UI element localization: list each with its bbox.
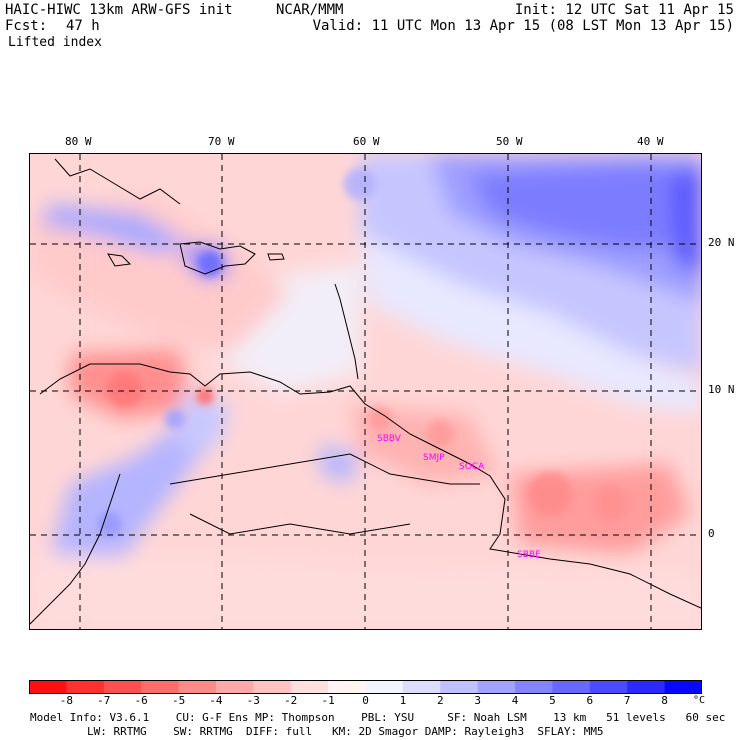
colorbar-segment — [328, 680, 366, 694]
lon-label-70w: 70 W — [208, 135, 235, 148]
valid-time: Valid: 11 UTC Mon 13 Apr 15 (08 LST Mon … — [312, 18, 734, 34]
colorbar-segment — [664, 680, 702, 694]
colorbar-segment — [253, 680, 292, 694]
lifted-index-map: SBBV SMJP SOCA SBBE — [29, 153, 702, 630]
field-shading — [30, 154, 701, 629]
station-smjp: SMJP — [423, 453, 445, 463]
station-labels: SBBV SMJP SOCA SBBE — [377, 434, 541, 560]
init-time: Init: 12 UTC Sat 11 Apr 15 — [514, 2, 734, 18]
lifted-index-colorbar — [29, 680, 702, 694]
colorbar-tick-label: -1 — [321, 694, 335, 707]
colorbar-tick-label: -7 — [97, 694, 111, 707]
lat-label-0: 0 — [708, 527, 715, 540]
cuba-coast — [54, 158, 181, 205]
hispaniola-coast — [179, 241, 256, 275]
colorbar-segment — [515, 680, 553, 694]
colorbar-segment — [103, 680, 142, 694]
field-name: Lifted index — [8, 35, 102, 50]
colorbar-border — [29, 680, 702, 694]
colorbar-tick-label: 4 — [511, 694, 519, 707]
colorbar-tick-label: -4 — [209, 694, 223, 707]
colorbar-tick-label: 6 — [586, 694, 594, 707]
lon-label-50w: 50 W — [496, 135, 523, 148]
colorbar-tick-label: 2 — [436, 694, 444, 707]
colorbar-tick-label: 8 — [661, 694, 668, 707]
country-border-2 — [189, 513, 411, 535]
colorbar-segment — [178, 680, 217, 694]
colorbar-segment — [141, 680, 180, 694]
colorbar-tick-label: 1 — [399, 694, 407, 707]
forecast-hour: 47 h — [66, 18, 100, 34]
jamaica-coast — [107, 253, 132, 267]
colorbar-tick-label: 5 — [549, 694, 556, 707]
station-sbbe: SBBE — [517, 550, 541, 560]
puerto-rico-coast — [267, 253, 285, 261]
colorbar-segment — [440, 680, 479, 694]
colorbar-tick-label: -6 — [134, 694, 148, 707]
field-detail — [98, 168, 628, 536]
colorbar-unit: °C — [693, 695, 706, 706]
lesser-antilles-chain — [334, 283, 359, 380]
lon-label-60w: 60 W — [353, 135, 380, 148]
lat-label-10n: 10 N — [708, 383, 735, 396]
model-info-line2: LW: RRTMG SW: RRTMG DIFF: full KM: 2D Sm… — [87, 725, 604, 738]
colorbar-segment — [627, 680, 666, 694]
country-border-1 — [169, 453, 480, 485]
lon-label-40w: 40 W — [637, 135, 664, 148]
colorbar-segment — [290, 680, 329, 694]
station-soca: SOCA — [459, 462, 485, 472]
colorbar-tick-label: -8 — [59, 694, 74, 707]
map-canvas: SBBV SMJP SOCA SBBE — [30, 154, 701, 629]
plot-org: NCAR/MMM — [276, 2, 344, 18]
lat-label-20n: 20 N — [708, 236, 735, 249]
colorbar-segment — [29, 680, 67, 694]
colorbar-tick-label: -3 — [246, 694, 260, 707]
station-sbbv: SBBV — [377, 434, 402, 444]
colorbar-segment — [589, 680, 628, 694]
plot-title: HAIC-HIWC 13km ARW-GFS init — [5, 2, 233, 18]
colorbar-segment — [477, 680, 516, 694]
lon-label-80w: 80 W — [65, 135, 92, 148]
model-info-line1: Model Info: V3.6.1 CU: G-F Ens MP: Thomp… — [30, 711, 726, 724]
pacific-coast — [30, 473, 121, 625]
colorbar-segment — [552, 680, 591, 694]
colorbar-segment — [66, 680, 105, 694]
colorbar-segment — [365, 680, 404, 694]
colorbar-tick-label: 3 — [474, 694, 481, 707]
colorbar-tick-label: 7 — [623, 694, 631, 707]
forecast-label: Fcst: — [5, 18, 48, 34]
colorbar-segment — [215, 680, 254, 694]
colorbar-tick-label: -2 — [284, 694, 298, 707]
colorbar-tick-label: 0 — [362, 694, 369, 707]
colorbar-tick-label: -5 — [171, 694, 186, 707]
south-america-coast — [39, 363, 701, 609]
coastlines — [30, 158, 701, 625]
colorbar-segment — [402, 680, 441, 694]
graticule — [30, 154, 701, 629]
